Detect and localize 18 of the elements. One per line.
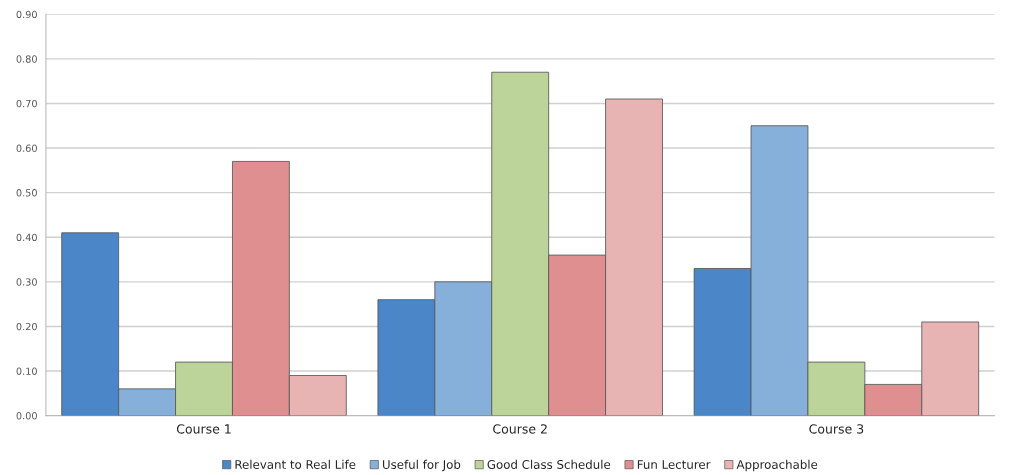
y-tick-label: 0.90 (16, 10, 37, 19)
y-tick-label: 0.40 (16, 233, 37, 242)
legend-label: Approachable (736, 459, 818, 472)
y-tick-label: 0.60 (16, 144, 37, 152)
legend-label: Good Class Schedule (487, 459, 611, 469)
y-tick-label: 0.20 (16, 322, 37, 331)
y-tick-label: 0.10 (16, 367, 37, 375)
legend-label: Useful for Job (383, 459, 461, 472)
y-tick-label: 0.70 (16, 99, 37, 108)
x-tick-label: Course 1 (176, 424, 231, 434)
y-tick-label: 0.80 (16, 55, 37, 63)
x-tick-label: Course 2 (493, 424, 547, 434)
y-tick-label: 0.30 (16, 278, 37, 286)
legend-label: Fun Lecturer (637, 460, 711, 469)
y-tick-label: 0.50 (16, 189, 37, 197)
legend-label: Relevant to Real Life (235, 459, 356, 469)
x-tick-label: Course 3 (809, 424, 864, 434)
y-tick-label: 0.00 (16, 412, 37, 420)
